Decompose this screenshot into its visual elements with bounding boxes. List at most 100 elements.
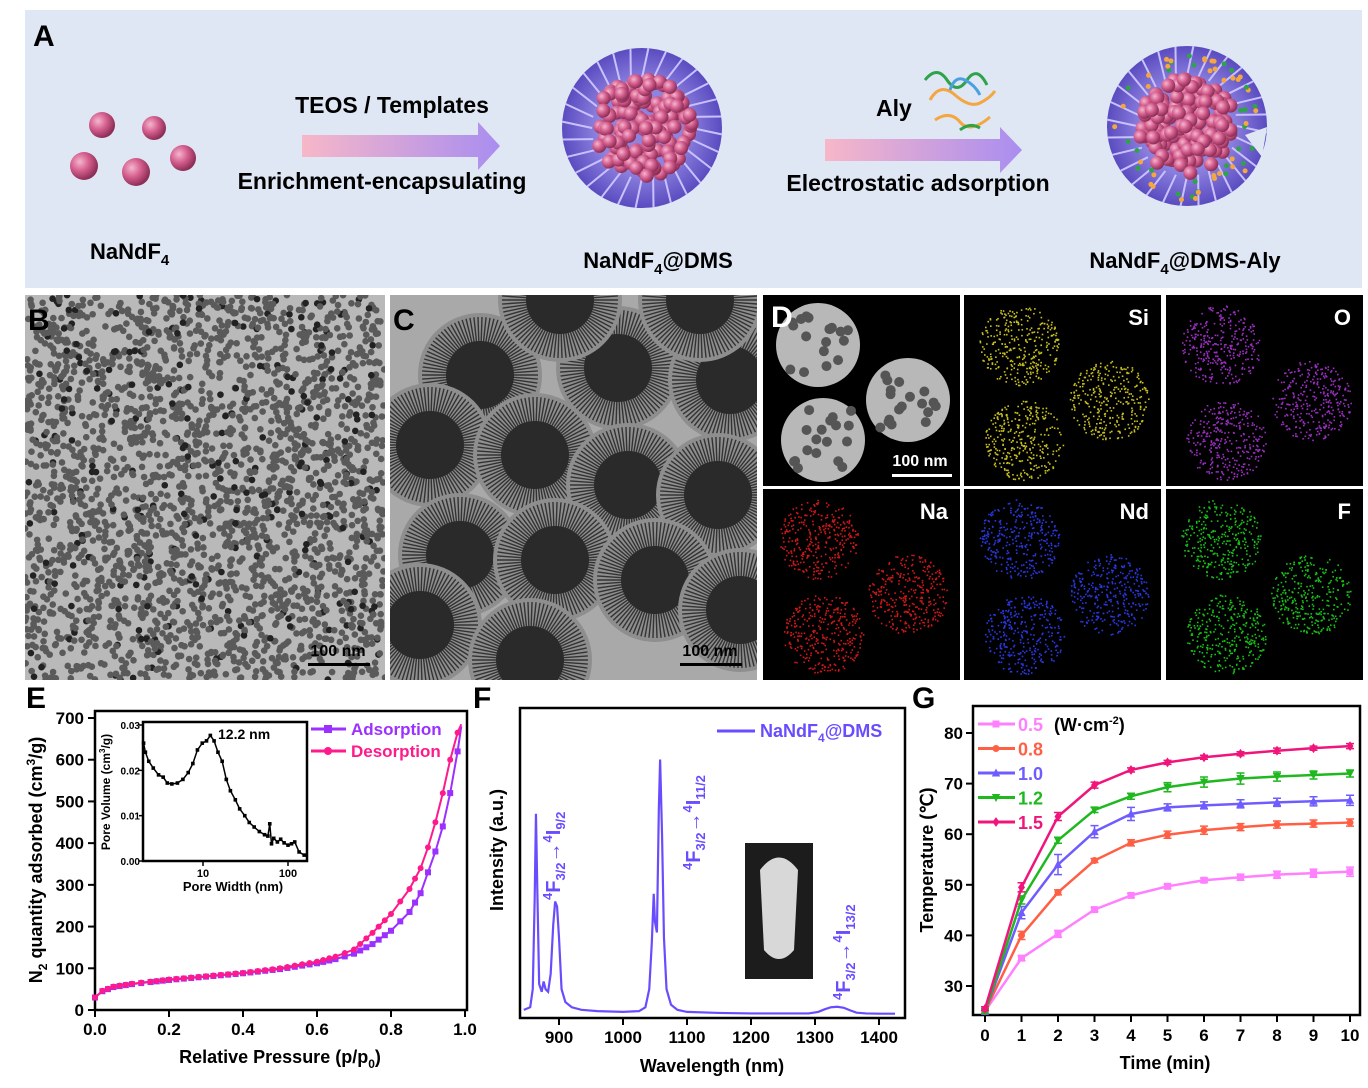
data-point — [237, 807, 242, 811]
transition-annotation: 4F3/2→4I9/2 — [540, 812, 568, 900]
panel-label-c: C — [393, 304, 415, 337]
data-point — [252, 825, 256, 829]
x-tick-label: 1400 — [860, 1028, 898, 1047]
data-point — [1273, 745, 1281, 756]
y-tick-label: 70 — [944, 775, 963, 794]
data-point — [1054, 811, 1062, 822]
series-1-2 — [980, 769, 1355, 1016]
nandf4-dms-aly-particle — [1107, 46, 1267, 206]
scale-bar — [680, 663, 742, 666]
data-point — [173, 975, 180, 982]
inset-y-tick-label: 0.01 — [121, 812, 141, 823]
data-point — [369, 941, 376, 948]
data-point — [122, 981, 129, 988]
data-point — [314, 958, 320, 965]
data-point — [991, 794, 1001, 803]
data-point — [143, 750, 148, 755]
data-point — [1018, 954, 1025, 962]
data-point — [406, 908, 413, 915]
element-map-haadf — [763, 295, 960, 486]
inset-nir-photo — [745, 843, 813, 979]
label-nandf4-dms-aly: NaNdF4@DMS-Aly — [1089, 248, 1281, 278]
y-axis-label: Temperature (℃) — [917, 788, 937, 933]
x-axis-label: Time (min) — [1120, 1053, 1211, 1073]
data-point — [324, 747, 332, 755]
data-point — [412, 875, 419, 882]
data-point — [991, 768, 1001, 777]
data-point — [332, 953, 339, 960]
nandf4-dms-particle — [562, 48, 722, 208]
data-point — [432, 848, 439, 855]
series-line — [983, 870, 1351, 1013]
arrow-icon — [825, 127, 1022, 173]
y-tick-label: 300 — [56, 876, 84, 895]
panel-c-tem-image — [390, 295, 757, 680]
data-point — [439, 823, 446, 830]
y-tick-label: 30 — [944, 977, 963, 996]
y-tick-label: 40 — [944, 926, 963, 945]
data-point — [110, 983, 117, 990]
data-point — [1200, 826, 1208, 834]
data-point — [228, 788, 233, 793]
data-point — [447, 790, 454, 797]
x-tick-label: 1300 — [796, 1028, 834, 1047]
data-point — [129, 980, 135, 987]
panel-label-f: F — [473, 682, 491, 715]
data-point — [302, 853, 306, 857]
data-point — [151, 766, 156, 770]
chart-g-photothermal: 30 40 50 60 70 80 0 1 2 3 4 5 6 7 8 9 10 Time (min) Temper… — [917, 704, 1362, 1073]
aly-protein-icon — [923, 71, 997, 132]
data-point — [242, 813, 247, 818]
data-point — [1345, 795, 1355, 804]
data-point — [1237, 823, 1244, 831]
step1-label-above: TEOS / Templates — [295, 92, 489, 118]
data-point — [191, 761, 195, 766]
data-point — [397, 898, 404, 905]
data-point — [1164, 757, 1171, 768]
element-map-Na: Na — [763, 489, 960, 680]
data-point — [369, 929, 376, 936]
data-point — [1236, 799, 1245, 808]
data-point — [224, 777, 229, 782]
chart-e-isotherm: 0 100 200 300 400 500 600 700 0.0 0.2 0.4 0.6 0.8 1.0… — [24, 709, 477, 1071]
axes-frame — [518, 706, 907, 1020]
x-tick-label: 0 — [980, 1026, 989, 1045]
data-point — [146, 759, 151, 764]
data-point — [1309, 796, 1318, 805]
element-label: F — [1338, 499, 1351, 524]
data-point — [1053, 836, 1063, 845]
data-point — [200, 741, 205, 745]
data-point — [175, 781, 180, 785]
step2-label-above: Aly — [876, 95, 912, 121]
element-label: Si — [1128, 305, 1149, 330]
y-axis-label: N2 quantity adsorbed (cm3/g) — [24, 737, 50, 983]
data-point — [275, 840, 280, 844]
data-point — [203, 973, 209, 980]
data-point — [254, 968, 261, 975]
data-point — [357, 940, 364, 947]
data-point — [381, 932, 388, 939]
data-point — [1200, 752, 1208, 763]
data-point — [454, 729, 461, 736]
x-tick-label: 9 — [1309, 1026, 1318, 1045]
data-point — [186, 770, 191, 775]
data-point — [1091, 780, 1098, 791]
data-point — [266, 834, 270, 838]
data-point — [1126, 792, 1136, 801]
arrow-icon — [302, 122, 500, 170]
data-point — [208, 733, 213, 738]
label-nandf4: NaNdF4 — [90, 239, 170, 269]
data-point — [282, 841, 286, 845]
transition-annotation: 4F3/2→4I13/2 — [830, 904, 858, 1000]
data-point — [324, 725, 332, 733]
data-point — [247, 968, 254, 975]
data-point — [992, 745, 1000, 752]
data-point — [454, 748, 461, 755]
data-point — [165, 781, 170, 785]
element-map-Si: Si — [964, 295, 1161, 486]
data-point — [269, 841, 274, 846]
panel-label-d: D — [771, 301, 793, 334]
inset-y-tick-label: 0.02 — [121, 766, 141, 777]
scale-bar-label: 100 nm — [310, 643, 365, 660]
x-tick-label: 1000 — [604, 1028, 642, 1047]
